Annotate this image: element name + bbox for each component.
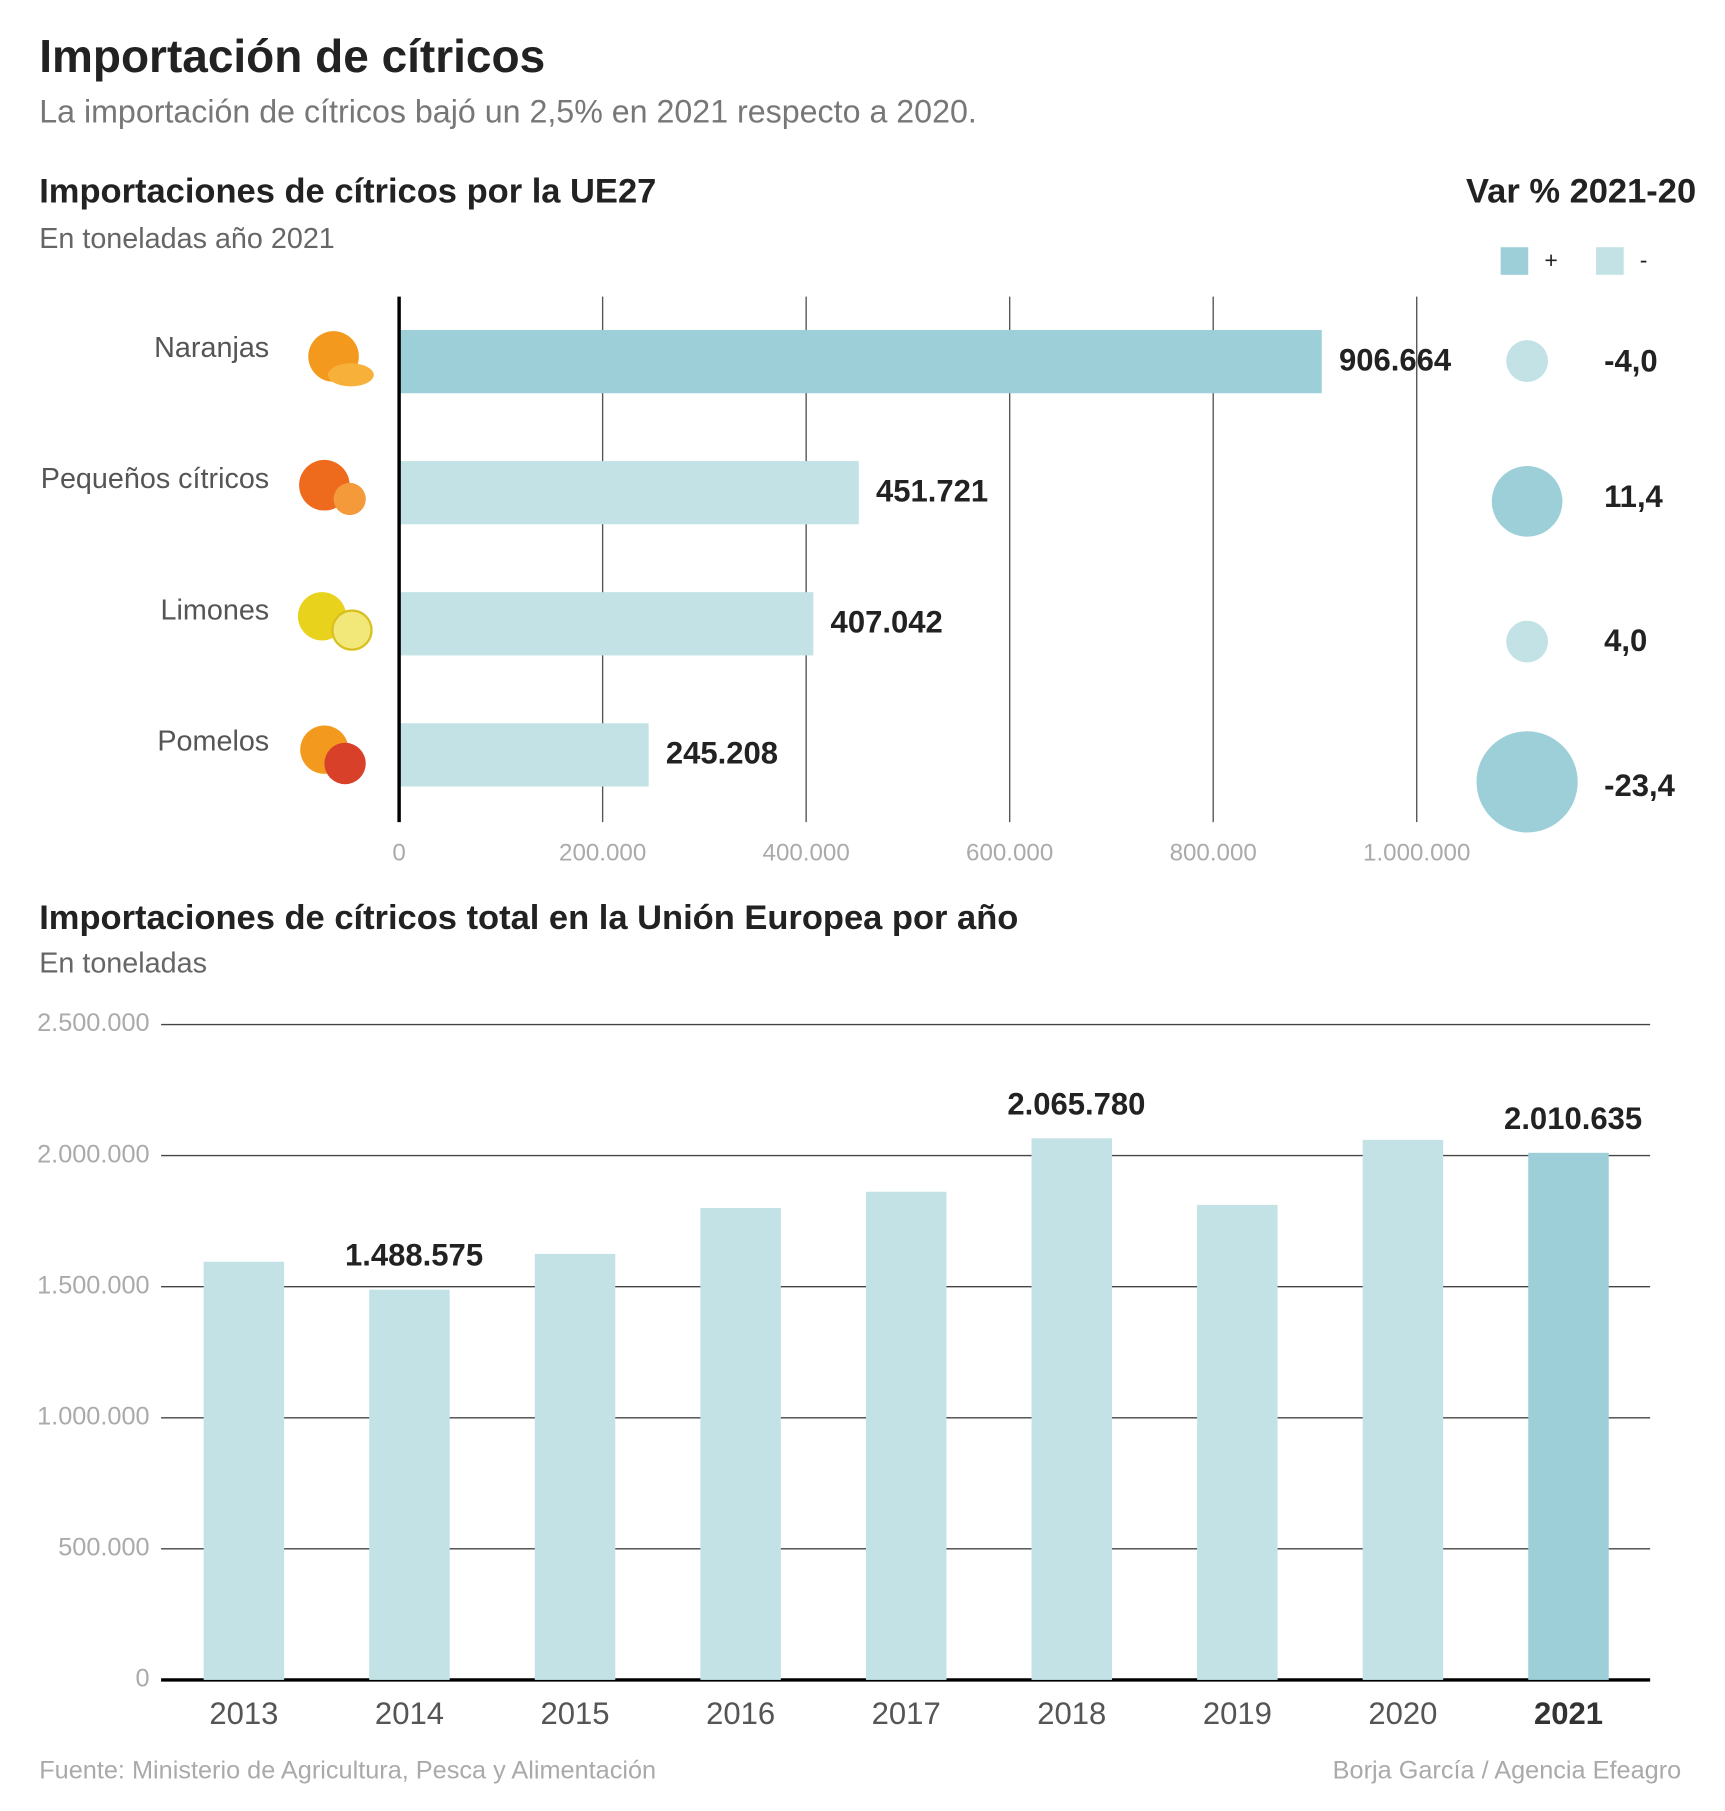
category-label: Pequeños cítricos (41, 463, 269, 495)
chart-title: Importaciones de cítricos total en la Un… (39, 899, 1018, 937)
x-tick-label: 2014 (375, 1696, 444, 1731)
x-tick-label: 2015 (541, 1696, 610, 1731)
y-tick-label: 1.000.000 (37, 1402, 149, 1430)
page-title: Importación de cítricos (39, 30, 545, 82)
chart-subtitle: En toneladas (39, 947, 207, 979)
x-tick-label: 2020 (1368, 1696, 1437, 1731)
y-tick-label: 500.000 (58, 1534, 149, 1562)
credit: Borja García / Agencia Efeagro (1333, 1757, 1682, 1785)
chart-title: Importaciones de cítricos por la UE27 (39, 172, 656, 210)
bar (399, 592, 814, 656)
var-bubble (1476, 731, 1578, 833)
bar (399, 461, 859, 525)
y-tick-label: 1.500.000 (37, 1271, 149, 1299)
bar (700, 1208, 781, 1680)
y-tick-label: 2.500.000 (37, 1009, 149, 1037)
category-label: Naranjas (154, 332, 269, 364)
x-tick-label: 2017 (872, 1696, 941, 1731)
bar (399, 723, 649, 787)
value-label: 1.488.575 (345, 1238, 483, 1273)
y-tick-label: 0 (136, 1665, 150, 1693)
legend-label: + (1544, 247, 1557, 273)
value-label: 451.721 (876, 473, 988, 508)
value-label: 2.010.635 (1504, 1101, 1642, 1136)
y-tick-label: 2.000.000 (37, 1140, 149, 1168)
bar (1362, 1139, 1444, 1680)
bar (1197, 1204, 1278, 1680)
bar (203, 1261, 285, 1680)
bar (399, 330, 1322, 394)
var-title: Var % 2021-20 (1466, 172, 1696, 210)
bar (1528, 1152, 1609, 1680)
x-tick-label: 2016 (706, 1696, 775, 1731)
var-label: -4,0 (1604, 344, 1657, 379)
x-tick-label: 400.000 (763, 840, 850, 867)
value-label: 245.208 (666, 736, 778, 771)
bar (369, 1289, 450, 1680)
x-tick-label: 800.000 (1170, 840, 1257, 867)
fruit-icons (297, 331, 374, 785)
var-bubble (1506, 340, 1549, 382)
x-tick-label: 0 (392, 840, 405, 867)
x-tick-label: 1.000.000 (1363, 840, 1470, 867)
value-label: 407.042 (831, 605, 943, 640)
category-label: Limones (161, 594, 270, 626)
bar (1031, 1138, 1113, 1680)
x-tick-label: 200.000 (559, 840, 646, 867)
x-tick-label: 2021 (1534, 1696, 1603, 1731)
legend-swatch (1500, 247, 1529, 275)
var-label: -23,4 (1604, 768, 1675, 803)
category-label: Pomelos (157, 725, 269, 757)
legend-swatch (1596, 247, 1624, 275)
source: Fuente: Ministerio de Agricultura, Pesca… (39, 1757, 656, 1785)
x-tick-label: 2019 (1203, 1696, 1272, 1731)
value-label: 2.065.780 (1007, 1086, 1145, 1121)
page-subtitle: La importación de cítricos bajó un 2,5% … (39, 93, 977, 129)
bar (865, 1191, 947, 1680)
x-tick-label: 2013 (209, 1696, 278, 1731)
var-label: 11,4 (1604, 479, 1663, 514)
var-label: 4,0 (1604, 623, 1647, 658)
legend-label: - (1640, 247, 1648, 273)
x-tick-label: 600.000 (966, 840, 1053, 867)
bar (534, 1253, 616, 1680)
value-label: 906.664 (1339, 342, 1452, 377)
chart-subtitle: En toneladas año 2021 (39, 223, 335, 255)
x-tick-label: 2018 (1037, 1696, 1106, 1731)
var-bubble (1506, 620, 1549, 663)
var-bubble (1491, 466, 1563, 537)
